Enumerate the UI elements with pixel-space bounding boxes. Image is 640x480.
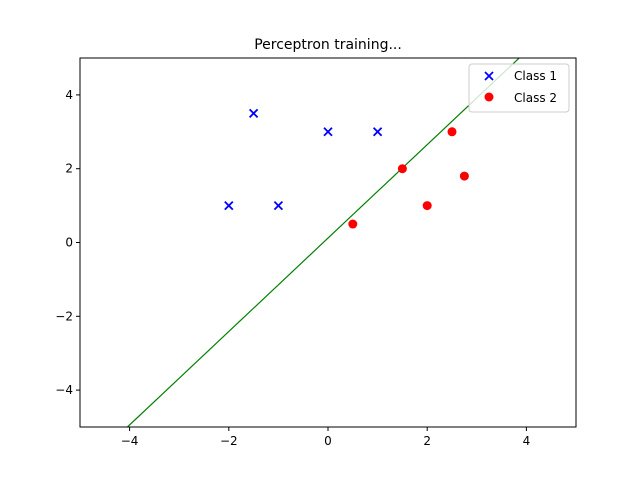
- y-tick-label: −2: [55, 309, 73, 323]
- point-class-1-0: [224, 200, 234, 211]
- y-tick-label: 0: [65, 236, 73, 250]
- x-tick-label: −4: [121, 434, 139, 448]
- legend-marker-class-2: [484, 92, 494, 102]
- legend-marker-class-1: [484, 71, 494, 81]
- point-class-1-3: [323, 127, 333, 137]
- legend-box: [468, 63, 570, 113]
- x-tick-label: −2: [220, 434, 238, 448]
- point-class-2-2: [422, 201, 432, 211]
- legend: Class 1 Class 2: [468, 63, 570, 113]
- point-class-2-3: [447, 127, 457, 137]
- point-class-1-4: [372, 127, 383, 137]
- x-tick-label: 4: [523, 434, 531, 448]
- chart-title: Perceptron training...: [254, 37, 402, 53]
- point-class-2-4: [459, 171, 469, 181]
- x-tick-label: 2: [423, 434, 431, 448]
- y-tick-label: −4: [55, 383, 73, 397]
- y-tick-label: 2: [65, 162, 73, 176]
- legend-label-class-2: Class 2: [514, 91, 557, 105]
- point-class-1-2: [273, 200, 284, 211]
- point-class-1-1: [248, 108, 259, 118]
- axes-frame: [79, 57, 577, 428]
- legend-label-class-1: Class 1: [514, 69, 557, 83]
- axis-ticks: −4 −2 0 2 4 −4 −2 0 2 4: [55, 88, 530, 448]
- x-tick-label: 0: [324, 434, 332, 448]
- point-class-2-0: [348, 219, 358, 229]
- y-tick-label: 4: [65, 88, 73, 102]
- point-class-2-1: [397, 164, 407, 174]
